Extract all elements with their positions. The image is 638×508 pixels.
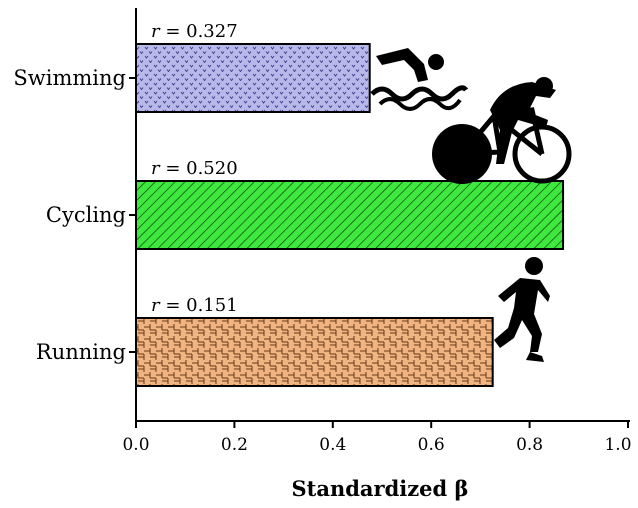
x-tick-label: 0.0 <box>122 435 149 455</box>
bar-swimming <box>135 43 371 113</box>
x-tick-label: 0.8 <box>516 435 543 455</box>
r-annotation-running: r = 0.151 <box>151 295 238 316</box>
cyclist-icon <box>432 77 572 184</box>
swimmer-icon <box>370 48 469 111</box>
bar-running <box>135 317 494 387</box>
x-tick-label: 1.0 <box>604 435 631 455</box>
r-annotation-cycling: r = 0.520 <box>151 158 238 179</box>
x-tick-label: 0.6 <box>418 435 445 455</box>
x-axis-title: Standardized β <box>292 476 469 501</box>
runner-icon <box>494 257 550 362</box>
x-tick-label: 0.4 <box>319 435 346 455</box>
category-label-running: Running <box>36 340 126 364</box>
r-annotation-swimming: r = 0.327 <box>151 21 238 42</box>
x-tick-label: 0.2 <box>221 435 248 455</box>
category-label-swimming: Swimming <box>13 66 126 90</box>
category-label-cycling: Cycling <box>46 203 126 227</box>
bar-cycling <box>135 180 565 250</box>
